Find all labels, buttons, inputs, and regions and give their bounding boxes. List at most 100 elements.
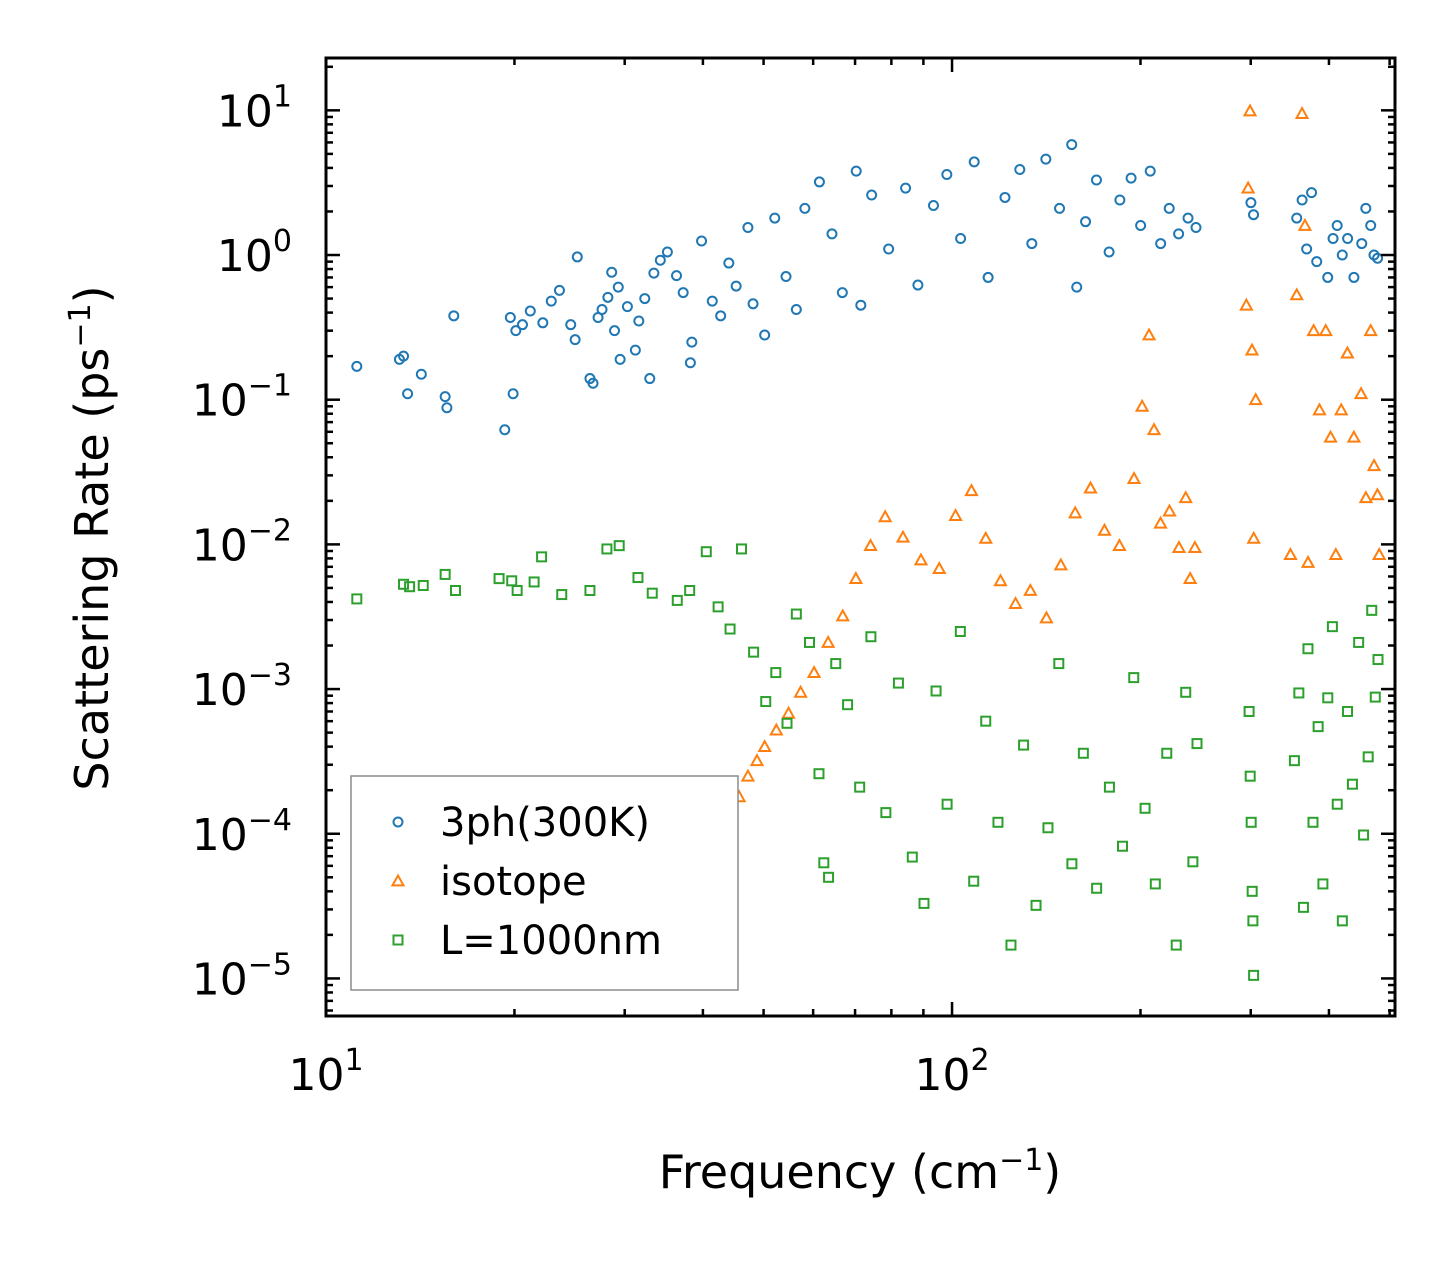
data-point — [537, 317, 549, 329]
data-point — [1103, 246, 1115, 258]
data-point — [1182, 571, 1198, 585]
data-point — [1180, 686, 1192, 698]
data-point — [826, 228, 838, 240]
data-point — [918, 897, 930, 909]
data-point — [1283, 547, 1298, 560]
data-point — [1182, 212, 1194, 224]
data-point — [632, 572, 644, 584]
data-point — [536, 551, 548, 563]
data-point — [1300, 554, 1316, 568]
data-point — [790, 608, 802, 620]
data-point — [1026, 238, 1038, 250]
data-point — [1128, 672, 1140, 684]
y-tick-label: 101 — [217, 79, 292, 137]
data-point — [740, 768, 756, 782]
data-point — [671, 270, 683, 282]
data-point — [1066, 858, 1078, 870]
data-point — [723, 257, 735, 269]
data-point — [1146, 422, 1162, 436]
data-point — [493, 573, 505, 585]
data-point — [1369, 691, 1381, 703]
data-point — [613, 540, 625, 552]
data-point — [968, 875, 980, 887]
data-point — [866, 189, 878, 201]
data-point — [706, 295, 718, 307]
legend-label: isotope — [440, 859, 587, 905]
data-point — [700, 546, 712, 558]
legend-entry: 3ph(300K) — [392, 800, 650, 846]
legend-marker — [392, 816, 404, 828]
data-point — [417, 579, 429, 591]
data-point — [1162, 503, 1177, 517]
data-point — [1005, 939, 1017, 951]
y-tick-label: 100 — [217, 224, 292, 282]
data-point — [661, 246, 673, 258]
data-point — [712, 601, 724, 613]
data-point — [932, 561, 947, 575]
data-point — [1366, 604, 1378, 616]
data-point — [1135, 219, 1147, 231]
data-point — [730, 280, 742, 292]
data-point — [633, 315, 645, 327]
data-point — [1289, 287, 1304, 301]
data-point — [584, 585, 596, 597]
y-tick-label: 10−3 — [192, 658, 292, 716]
data-point — [906, 851, 918, 863]
data-point — [587, 377, 599, 389]
data-point — [439, 391, 451, 403]
data-point — [930, 685, 942, 697]
data-point — [602, 291, 614, 303]
data-point — [1126, 471, 1142, 484]
data-point — [1144, 165, 1156, 177]
data-point — [351, 360, 363, 372]
data-point — [1083, 480, 1098, 494]
data-point — [654, 254, 666, 266]
data-point — [1306, 323, 1321, 337]
data-point — [1366, 458, 1382, 472]
data-point — [646, 587, 658, 599]
data-point — [1293, 687, 1305, 699]
data-point — [565, 319, 577, 331]
data-point — [504, 311, 516, 323]
data-point — [742, 221, 754, 233]
data-point — [1242, 103, 1258, 117]
data-point — [1353, 636, 1365, 648]
data-point — [1302, 643, 1314, 655]
data-point — [1014, 164, 1026, 176]
data-point — [883, 243, 895, 255]
data-point — [696, 235, 708, 247]
plot-area-border — [324, 56, 1397, 1018]
legend-marker — [390, 873, 406, 887]
y-tick-label: 10−1 — [192, 369, 292, 427]
data-point — [1117, 840, 1129, 852]
data-point — [648, 267, 660, 279]
data-point — [1297, 217, 1313, 231]
data-point — [799, 202, 811, 214]
data-point — [941, 798, 953, 810]
y-tick-label: 10−4 — [192, 803, 292, 861]
data-point — [415, 368, 427, 380]
data-point — [1008, 595, 1023, 609]
data-point — [912, 279, 924, 291]
data-point — [1356, 238, 1368, 250]
data-point — [614, 353, 626, 365]
data-point — [1248, 969, 1260, 981]
data-point — [913, 552, 929, 566]
data-point — [1155, 238, 1167, 250]
data-point — [1244, 770, 1256, 782]
data-point — [1353, 386, 1369, 400]
data-point — [571, 251, 583, 263]
data-point — [804, 636, 816, 648]
data-point — [968, 156, 980, 168]
data-point — [1307, 816, 1319, 828]
data-point — [1331, 219, 1343, 231]
data-point — [1365, 219, 1377, 231]
data-point — [1243, 705, 1255, 717]
data-point — [553, 284, 565, 296]
data-point — [1312, 402, 1327, 416]
data-point — [1190, 221, 1202, 233]
data-point — [769, 722, 784, 736]
data-point — [954, 625, 966, 637]
data-point — [955, 233, 967, 245]
data-point — [823, 871, 835, 883]
